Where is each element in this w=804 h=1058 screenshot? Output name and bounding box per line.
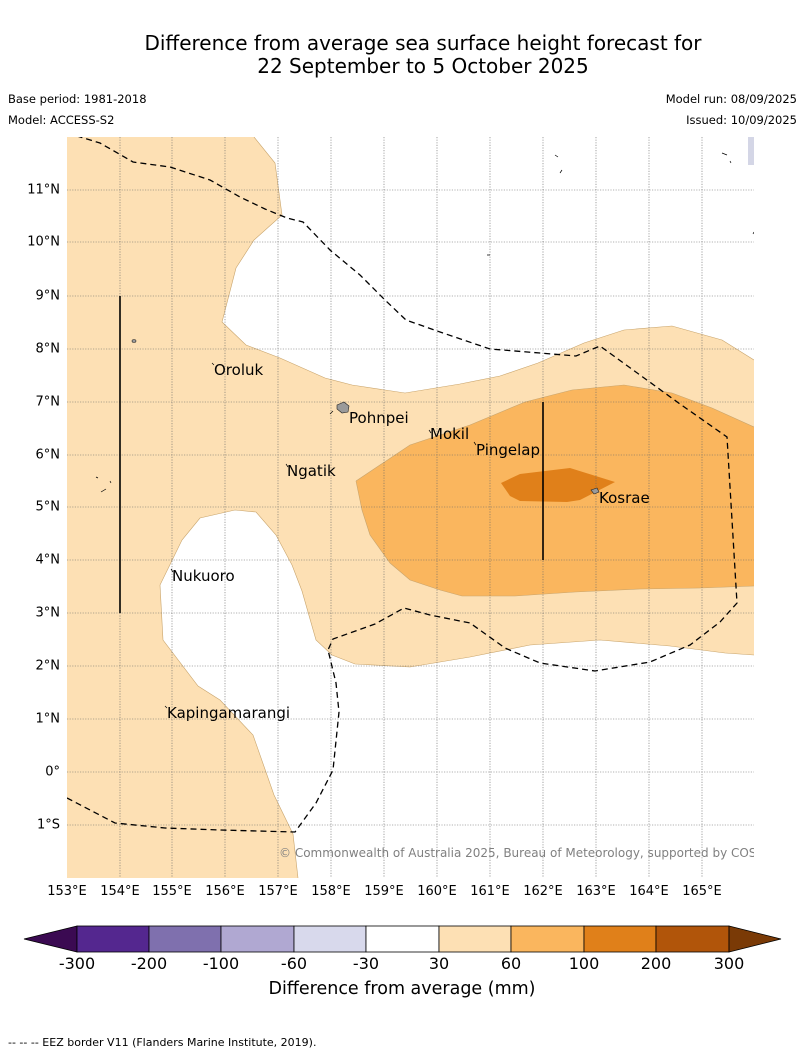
- title-line-1: Difference from average sea surface heig…: [144, 31, 702, 55]
- colorbar-over-arrow: [728, 925, 782, 953]
- latitude-label: 9°N: [35, 288, 61, 304]
- anomaly-100-200-region: [501, 468, 615, 502]
- latitude-label: 1°S: [36, 817, 60, 833]
- latitude-label: 0°: [45, 764, 60, 780]
- longitude-label: 156°E: [205, 884, 245, 899]
- colorbar-tick: 100: [568, 954, 600, 973]
- eez-legend-note: -- -- -- EEZ border V11 (Flanders Marine…: [8, 1036, 317, 1049]
- colorbar-swatch: [510, 925, 585, 953]
- longitude-label: 163°E: [576, 884, 616, 899]
- colorbar-swatch: [583, 925, 657, 953]
- model-name: Model: ACCESS-S2: [8, 113, 115, 127]
- graticule: [67, 137, 754, 878]
- longitude-label: 161°E: [470, 884, 510, 899]
- colorbar-tick: -60: [280, 954, 308, 973]
- issued-date: Issued: 10/09/2025: [686, 113, 797, 127]
- islands: [131, 137, 754, 495]
- colorbar-tick: 200: [640, 954, 672, 973]
- colorbar-swatch: [148, 925, 222, 953]
- longitude-label: 159°E: [364, 884, 404, 899]
- colorbar-tick: 300: [713, 954, 745, 973]
- latitude-label: 10°N: [27, 234, 60, 250]
- place-label-ngatik: Ngatik: [287, 462, 336, 480]
- colorbar-tick: 30: [428, 954, 450, 973]
- edge-region: [748, 137, 754, 165]
- islet: [131, 339, 137, 343]
- place-label-kosrae: Kosrae: [599, 489, 650, 507]
- longitude-label: 154°E: [100, 884, 140, 899]
- latitude-label: 4°N: [35, 552, 61, 568]
- latitude-label: 3°N: [35, 605, 61, 621]
- colorbar-swatch: [220, 925, 295, 953]
- colorbar: [23, 925, 782, 953]
- colorbar-swatch: [655, 925, 730, 953]
- colorbar-swatch: [293, 925, 367, 953]
- latitude-label: 5°N: [35, 499, 61, 515]
- map-title: Difference from average sea surface heig…: [0, 32, 804, 78]
- colorbar-swatch: [438, 925, 512, 953]
- longitude-label: 153°E: [47, 884, 87, 899]
- colorbar-tick: -100: [202, 954, 240, 973]
- latitude-label: 6°N: [35, 447, 61, 463]
- colorbar-tick: -300: [58, 954, 96, 973]
- place-label-nukuoro: Nukuoro: [172, 567, 235, 585]
- place-label-kapingamarangi: Kapingamarangi: [167, 704, 290, 722]
- longitude-label: 157°E: [258, 884, 298, 899]
- kosrae-island: [590, 487, 600, 495]
- colorbar-tick: -30: [352, 954, 380, 973]
- title-line-2: 22 September to 5 October 2025: [257, 54, 589, 78]
- colorbar-tick: 60: [500, 954, 522, 973]
- longitude-label: 165°E: [682, 884, 722, 899]
- latitude-label: 1°N: [35, 711, 61, 727]
- place-label-pohnpei: Pohnpei: [349, 409, 409, 427]
- longitude-label: 164°E: [629, 884, 669, 899]
- latitude-label: 2°N: [35, 658, 61, 674]
- latitude-label: 7°N: [35, 394, 61, 410]
- colorbar-under-arrow: [23, 925, 78, 953]
- latitude-label: 8°N: [35, 341, 61, 357]
- longitude-label: 155°E: [152, 884, 192, 899]
- attribution-text: © Commonwealth of Australia 2025, Bureau…: [279, 846, 784, 860]
- place-label-mokil: Mokil: [430, 425, 469, 443]
- longitude-label: 162°E: [523, 884, 563, 899]
- colorbar-swatch: [76, 925, 150, 953]
- pohnpei-island: [336, 401, 350, 414]
- eez-border: [67, 137, 738, 833]
- colorbar-tick: -200: [130, 954, 168, 973]
- model-run: Model run: 08/09/2025: [665, 92, 797, 106]
- base-period: Base period: 1981-2018: [8, 92, 147, 106]
- latitude-label: 11°N: [27, 182, 60, 198]
- colorbar-swatch: [365, 925, 440, 953]
- colorbar-title: Difference from average (mm): [268, 979, 536, 999]
- longitude-label: 158°E: [311, 884, 351, 899]
- place-label-oroluk: Oroluk: [214, 361, 263, 379]
- place-label-pingelap: Pingelap: [476, 441, 540, 459]
- longitude-label: 160°E: [417, 884, 457, 899]
